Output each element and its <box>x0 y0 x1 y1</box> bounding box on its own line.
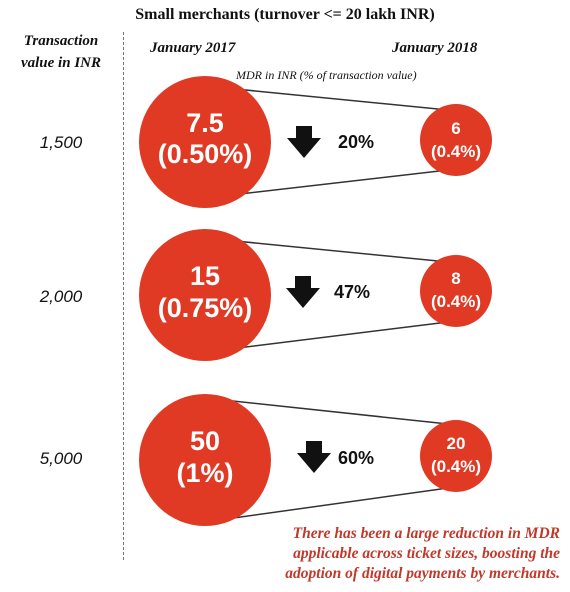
circle-2018 <box>420 255 492 327</box>
circle-2017 <box>139 394 271 526</box>
circle-2017 <box>139 229 271 361</box>
pct-2017: (1%) <box>176 458 233 488</box>
connector-top <box>204 237 449 263</box>
pct-2018: (0.4%) <box>431 142 481 161</box>
footnote-line2: applicable across ticket sizes, boosting… <box>293 545 560 562</box>
footnote-line1: There has been a large reduction in MDR <box>292 525 560 542</box>
down-arrow-icon <box>287 126 321 158</box>
pct-2017: (0.75%) <box>158 293 253 323</box>
mdr-note: MDR in INR (% of transaction value) <box>236 68 417 82</box>
value-2017: 7.5 <box>186 108 224 138</box>
axis-title-line1: Transaction <box>23 33 99 49</box>
row-group-1500: 7.5 (0.50%) 6 (0.4%) 20% <box>139 76 492 208</box>
pct-2018: (0.4%) <box>431 457 481 476</box>
value-2018: 20 <box>447 434 466 453</box>
header-title: Small merchants (turnover <= 20 lakh INR… <box>135 6 435 23</box>
row-label-5000: 5,000 <box>39 449 83 468</box>
value-2017: 50 <box>190 426 220 456</box>
value-2018: 6 <box>451 119 460 138</box>
row-label-2000: 2,000 <box>39 287 83 306</box>
row-group-5000: 50 (1%) 20 (0.4%) 60% <box>139 394 492 526</box>
connector-bottom <box>204 487 449 523</box>
column-header-2017: January 2017 <box>150 40 236 56</box>
value-2017: 15 <box>190 261 220 291</box>
row-label-1500: 1,500 <box>39 133 83 152</box>
down-arrow-icon <box>286 276 320 308</box>
axis-title-line2: value in INR <box>20 55 101 71</box>
value-2018: 8 <box>451 269 460 288</box>
connector-top <box>204 397 449 425</box>
reduction-label: 47% <box>334 282 370 302</box>
dashed-divider <box>123 32 124 560</box>
reduction-label: 20% <box>338 132 374 152</box>
axis-title: Transaction value in INR <box>0 30 122 74</box>
column-header-2018: January 2018 <box>392 40 478 56</box>
circle-2018 <box>420 420 492 492</box>
footnote: There has been a large reduction in MDR … <box>160 524 560 584</box>
footnote-line3: adoption of digital payments by merchant… <box>285 565 560 582</box>
pct-2017: (0.50%) <box>158 139 253 169</box>
down-arrow-icon <box>297 441 331 473</box>
circle-2018 <box>420 104 492 176</box>
reduction-label: 60% <box>338 448 374 468</box>
circle-2017 <box>139 76 271 208</box>
row-group-2000: 15 (0.75%) 8 (0.4%) 47% <box>139 229 492 361</box>
pct-2018: (0.4%) <box>431 292 481 311</box>
